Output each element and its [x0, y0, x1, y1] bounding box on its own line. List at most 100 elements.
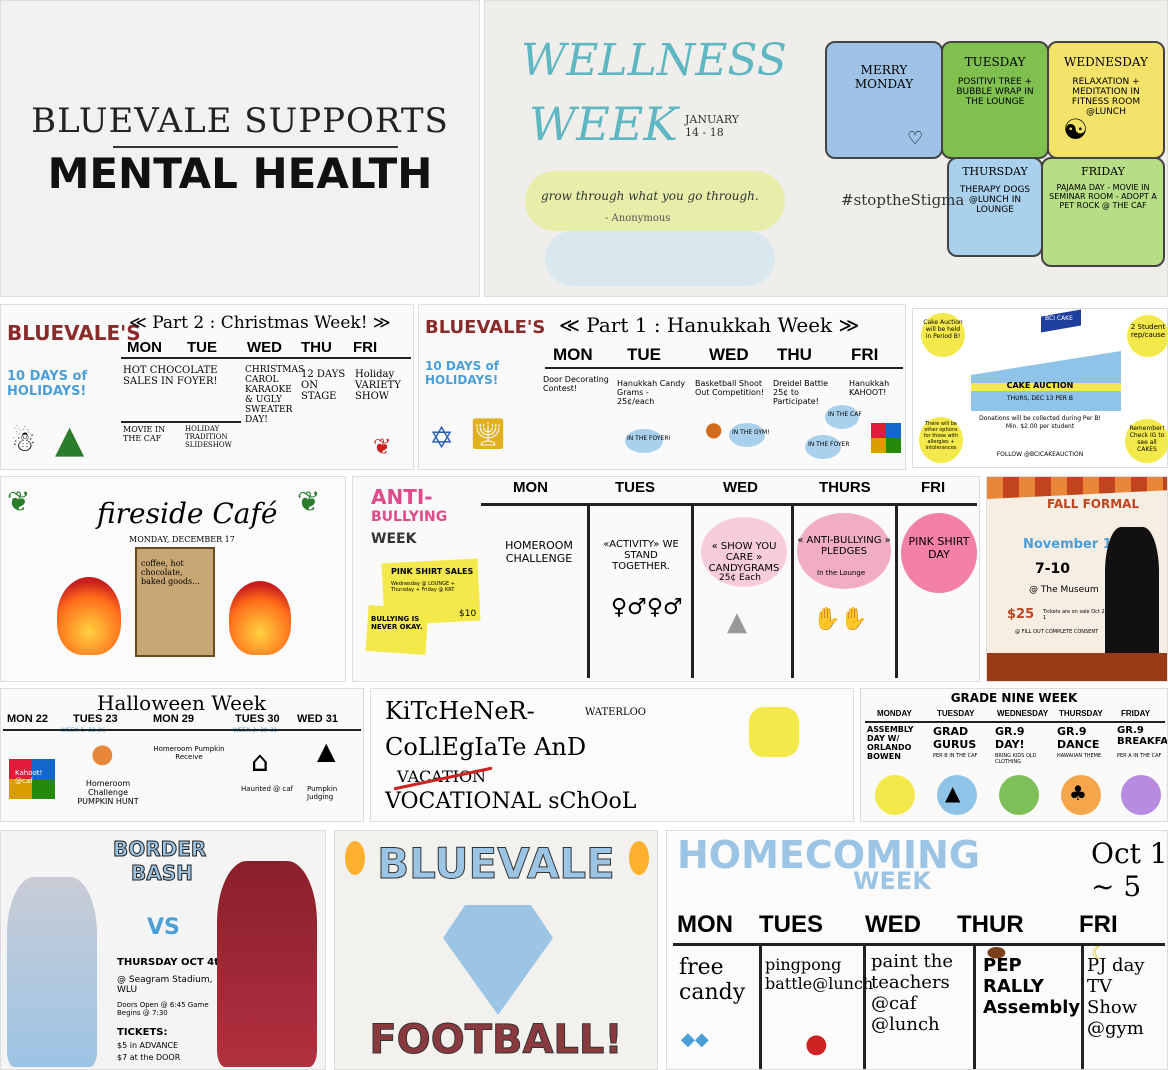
day-header: FRI	[921, 479, 946, 496]
event-text: MOVIE IN THE CAF	[123, 425, 166, 443]
pingpong-paddle-icon: ●	[805, 1029, 828, 1059]
holly-icon: ❦	[297, 485, 321, 518]
schedule-divider	[691, 503, 694, 678]
bash-date: THURSDAY OCT 4th	[117, 957, 227, 968]
hanukkah-heading: ≪ Part 1 : Hanukkah Week ≫	[559, 313, 860, 337]
border-bash-title: BORDER	[112, 837, 207, 862]
event-text: Hanukkah Candy Grams - 25¢/each	[617, 379, 686, 406]
note-text: PINK SHIRT SALES	[391, 567, 474, 576]
day-header: WED 31	[297, 713, 338, 725]
info-bubble	[919, 417, 963, 463]
event-text: Homeroom Challenge PUMPKIN HUNT	[77, 779, 139, 806]
day-header: MON	[553, 345, 593, 364]
formal-venue: @ The Museum	[1029, 585, 1099, 595]
stick-figures-icon: ♀♂♀♂	[611, 595, 683, 620]
day-header: FRI	[851, 345, 879, 364]
divider	[113, 146, 398, 148]
event-text: 12 DAYS ON STAGE	[301, 369, 346, 402]
fall-formal-banner: FALL FORMAL November 1 7-10 @ The Museum…	[986, 476, 1168, 682]
location-bubble	[729, 423, 765, 447]
pirate-mascot	[217, 861, 317, 1067]
kahoot-logo	[871, 423, 901, 453]
location-bubble	[825, 405, 859, 429]
kcvs-line-2: CoLlEgIaTe AnD	[385, 733, 587, 761]
location-bubble	[805, 435, 841, 459]
event-text: Haunted @ caf	[241, 785, 293, 793]
schedule-top-line	[545, 367, 903, 369]
anti-bullying-banner: ANTI- BULLYING WEEK PINK SHIRT SALES Wed…	[352, 476, 980, 682]
day-header: TUES 23	[73, 713, 118, 725]
event-text: CHRISTMAS CAROL KARAOKE & UGLY SWEATER D…	[245, 365, 305, 425]
splash-icon	[1061, 775, 1101, 815]
event-text: Door Decorating Contest!	[543, 375, 609, 393]
event-text: « SHOW YOU CARE » CANDYGRAMS	[708, 541, 780, 574]
homecoming-date: Oct 1 ~ 5	[1091, 837, 1168, 903]
day-header: THURSDAY	[1059, 709, 1103, 718]
wellness-title-2: WEEK	[529, 97, 678, 151]
schedule-divider	[973, 943, 976, 1069]
kcvs-banner: KiTcHeNeR- WATERLOO CoLlEgIaTe AnD VACAT…	[370, 688, 854, 822]
puzzle-piece-thursday: THURSDAY THERAPY DOGS @LUNCH IN LOUNGE	[947, 157, 1043, 257]
puzzle-day-label: TUESDAY	[964, 55, 1026, 69]
schedule-top-line	[481, 503, 977, 506]
pink-splash	[797, 513, 891, 589]
event-text: PJ day TV Show @gym	[1087, 955, 1145, 1039]
note-text: BULLYING IS NEVER OKAY.	[371, 615, 423, 631]
event-subtext: HAWAIIAN THEME	[1057, 753, 1102, 759]
day-header: WED	[865, 911, 921, 938]
wellness-title-1: WELLNESS	[521, 35, 787, 86]
event-subtext: BRING KIDS OLD CLOTHING	[995, 753, 1037, 765]
christmas-week-banner: BLUEVALE'S 10 DAYS of HOLIDAYS! ☃ ▲ ≪ Pa…	[0, 304, 414, 470]
event-text: Dreidel Battle 25¢ to Participate!	[773, 379, 828, 406]
grade-nine-week-banner: GRADE NINE WEEK MONDAY TUESDAY WEDNESDAY…	[860, 688, 1168, 822]
moon-icon: ☾	[1091, 943, 1108, 964]
day-header: WED	[723, 479, 758, 496]
bash-doors: Doors Open @ 6:45 Game Begins @ 7:30	[117, 1001, 209, 1017]
bunting	[987, 477, 1167, 499]
border-bash-banner: BORDER BASH VS BCI THURSDAY OCT 4th @ Se…	[0, 830, 326, 1070]
hashtag: #stoptheStigma	[841, 191, 965, 209]
schedule-divider	[863, 943, 866, 1069]
kcvs-line-1b: WATERLOO	[585, 707, 646, 718]
snowman-icon: ☃	[11, 425, 37, 458]
location-text: IN THE FOYER!	[627, 435, 671, 442]
kcvs-line-1: KiTcHeNeR-	[385, 697, 535, 725]
dancers-silhouette	[1105, 527, 1159, 677]
event-text: PEP RALLY Assembly	[983, 955, 1081, 1018]
haunted-house-icon: ⌂	[251, 745, 269, 778]
day-header: FRI	[1079, 911, 1118, 938]
fireside-cafe-banner: fireside Café MONDAY, DECEMBER 17 coffee…	[0, 476, 346, 682]
event-text: Holiday VARIETY SHOW	[355, 369, 401, 402]
formal-time: 7-10	[1035, 561, 1071, 577]
halloween-week-banner: Halloween Week MON 22 TUES 23 MON 29 TUE…	[0, 688, 364, 822]
fireside-date: MONDAY, DECEMBER 17	[129, 535, 235, 544]
event-text: Hanukkah KAHOOT!	[849, 379, 890, 397]
event-subtext: In the Lounge	[817, 569, 866, 577]
day-header: THURS	[819, 479, 871, 496]
cake-frosting	[971, 383, 1121, 391]
anti-title: BULLYING	[371, 509, 448, 525]
christmas-sub: 10 DAYS of HOLIDAYS!	[7, 369, 88, 399]
event-subtext: PER A IN THE CAF	[1117, 753, 1162, 759]
formal-title: FALL FORMAL	[1047, 497, 1140, 511]
fireside-title: fireside Café	[97, 497, 278, 530]
event-text: GR.9 DAY!	[995, 725, 1025, 751]
wellness-dates: JANUARY 14 - 18	[685, 113, 740, 139]
puzzle-day-label: WEDNESDAY	[1064, 55, 1148, 69]
torch-flame-icon	[629, 841, 649, 875]
bash-tickets: TICKETS:	[117, 1027, 168, 1038]
kiss-icon: ▲	[727, 607, 747, 637]
wellness-quote-author: - Anonymous	[605, 213, 671, 224]
quote-wash	[525, 171, 785, 231]
bow-icon: ❦	[373, 435, 392, 460]
formal-fill: @ FILL OUT COMPLETE CONSENT	[1015, 629, 1099, 635]
day-header: WED	[247, 339, 282, 356]
schedule-divider	[791, 503, 794, 678]
puzzle-piece-friday: FRIDAY PAJAMA DAY - MOVIE IN SEMINAR ROO…	[1041, 157, 1165, 267]
event-text: GRAD GURUS	[933, 725, 977, 751]
grade-nine-title: GRADE NINE WEEK	[950, 691, 1078, 705]
day-header: FRIDAY	[1121, 709, 1151, 718]
wellness-quote: grow through what you go through.	[541, 189, 759, 203]
puzzle-piece-wednesday: WEDNESDAY RELAXATION + MEDITATION IN FIT…	[1047, 41, 1165, 159]
day-header: MONDAY	[877, 709, 912, 718]
